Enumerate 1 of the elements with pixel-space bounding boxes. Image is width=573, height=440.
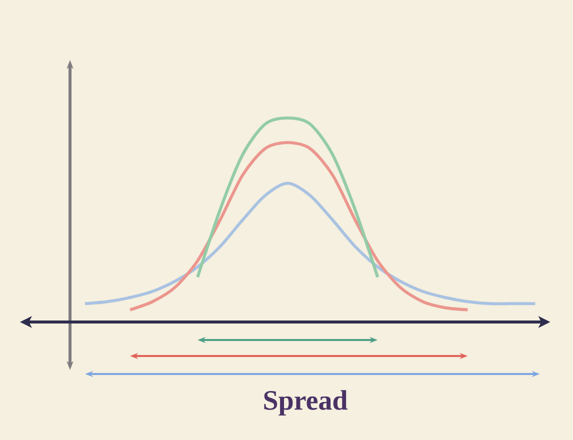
x-axis-title: Spread (264, 390, 348, 416)
